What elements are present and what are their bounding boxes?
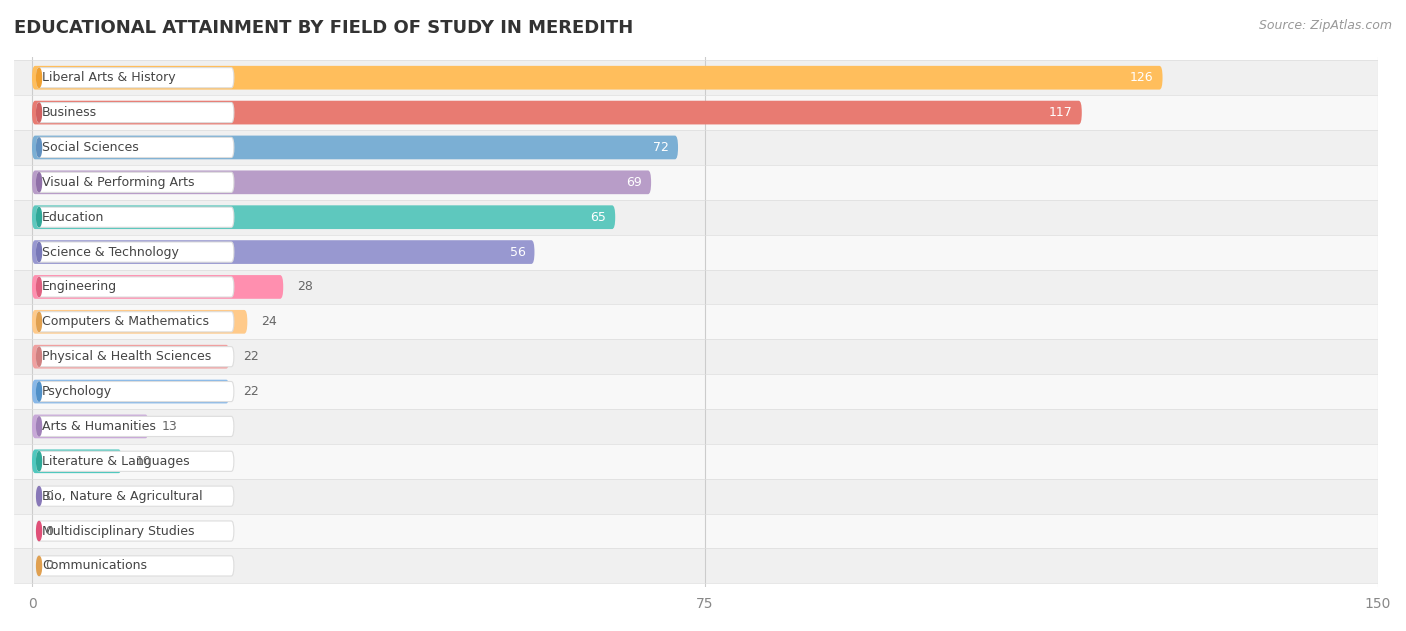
- Text: Business: Business: [42, 106, 97, 119]
- Text: 0: 0: [45, 524, 53, 538]
- Text: Physical & Health Sciences: Physical & Health Sciences: [42, 350, 211, 363]
- Circle shape: [37, 557, 42, 575]
- FancyBboxPatch shape: [32, 170, 651, 194]
- Text: Arts & Humanities: Arts & Humanities: [42, 420, 156, 433]
- FancyBboxPatch shape: [32, 205, 616, 229]
- FancyBboxPatch shape: [37, 346, 233, 367]
- Text: Literature & Languages: Literature & Languages: [42, 455, 190, 468]
- Text: 126: 126: [1130, 71, 1153, 84]
- FancyBboxPatch shape: [32, 101, 1081, 124]
- FancyBboxPatch shape: [32, 415, 149, 439]
- FancyBboxPatch shape: [37, 382, 233, 401]
- FancyBboxPatch shape: [37, 312, 233, 332]
- FancyBboxPatch shape: [32, 136, 678, 159]
- Text: 0: 0: [45, 490, 53, 503]
- Circle shape: [37, 68, 42, 87]
- Bar: [0, 339, 1406, 374]
- Text: EDUCATIONAL ATTAINMENT BY FIELD OF STUDY IN MEREDITH: EDUCATIONAL ATTAINMENT BY FIELD OF STUDY…: [14, 19, 633, 37]
- Text: Multidisciplinary Studies: Multidisciplinary Studies: [42, 524, 194, 538]
- FancyBboxPatch shape: [32, 240, 534, 264]
- Text: Social Sciences: Social Sciences: [42, 141, 139, 154]
- FancyBboxPatch shape: [37, 242, 233, 262]
- Bar: [0, 165, 1406, 200]
- FancyBboxPatch shape: [37, 451, 233, 471]
- Text: Communications: Communications: [42, 560, 148, 572]
- Bar: [0, 61, 1406, 95]
- Text: 28: 28: [297, 280, 312, 293]
- Text: 24: 24: [260, 316, 277, 328]
- Bar: [0, 444, 1406, 479]
- Circle shape: [37, 382, 42, 401]
- FancyBboxPatch shape: [37, 172, 233, 192]
- FancyBboxPatch shape: [32, 380, 229, 403]
- FancyBboxPatch shape: [37, 556, 233, 576]
- FancyBboxPatch shape: [32, 66, 1163, 90]
- Circle shape: [37, 452, 42, 471]
- FancyBboxPatch shape: [32, 275, 283, 299]
- Bar: [0, 200, 1406, 235]
- Text: 117: 117: [1049, 106, 1073, 119]
- Circle shape: [37, 347, 42, 366]
- Circle shape: [37, 208, 42, 227]
- Text: 13: 13: [162, 420, 177, 433]
- Text: 22: 22: [243, 350, 259, 363]
- Text: 65: 65: [591, 211, 606, 224]
- FancyBboxPatch shape: [32, 345, 229, 369]
- Bar: [0, 304, 1406, 339]
- Text: Source: ZipAtlas.com: Source: ZipAtlas.com: [1258, 19, 1392, 32]
- Text: 10: 10: [135, 455, 150, 468]
- Text: 69: 69: [627, 176, 643, 189]
- FancyBboxPatch shape: [37, 486, 233, 506]
- FancyBboxPatch shape: [32, 310, 247, 334]
- FancyBboxPatch shape: [32, 449, 122, 473]
- Circle shape: [37, 487, 42, 505]
- FancyBboxPatch shape: [37, 138, 233, 158]
- Circle shape: [37, 138, 42, 157]
- Bar: [0, 130, 1406, 165]
- Text: 72: 72: [654, 141, 669, 154]
- Text: Liberal Arts & History: Liberal Arts & History: [42, 71, 176, 84]
- Text: Bio, Nature & Agricultural: Bio, Nature & Agricultural: [42, 490, 202, 503]
- Text: 56: 56: [509, 245, 526, 259]
- Text: Science & Technology: Science & Technology: [42, 245, 179, 259]
- FancyBboxPatch shape: [37, 521, 233, 541]
- Text: Engineering: Engineering: [42, 280, 117, 293]
- Circle shape: [37, 242, 42, 262]
- FancyBboxPatch shape: [37, 416, 233, 437]
- Bar: [0, 269, 1406, 304]
- Circle shape: [37, 103, 42, 122]
- Text: Computers & Mathematics: Computers & Mathematics: [42, 316, 209, 328]
- Circle shape: [37, 521, 42, 541]
- Bar: [0, 548, 1406, 583]
- Text: Psychology: Psychology: [42, 385, 112, 398]
- Circle shape: [37, 312, 42, 331]
- Text: 0: 0: [45, 560, 53, 572]
- FancyBboxPatch shape: [37, 102, 233, 122]
- FancyBboxPatch shape: [37, 207, 233, 227]
- Text: Visual & Performing Arts: Visual & Performing Arts: [42, 176, 194, 189]
- Text: Education: Education: [42, 211, 104, 224]
- Bar: [0, 409, 1406, 444]
- Bar: [0, 514, 1406, 548]
- Bar: [0, 374, 1406, 409]
- Circle shape: [37, 278, 42, 297]
- Text: 22: 22: [243, 385, 259, 398]
- Bar: [0, 95, 1406, 130]
- Bar: [0, 479, 1406, 514]
- FancyBboxPatch shape: [37, 277, 233, 297]
- Circle shape: [37, 173, 42, 192]
- Bar: [0, 235, 1406, 269]
- Circle shape: [37, 417, 42, 436]
- FancyBboxPatch shape: [37, 68, 233, 88]
